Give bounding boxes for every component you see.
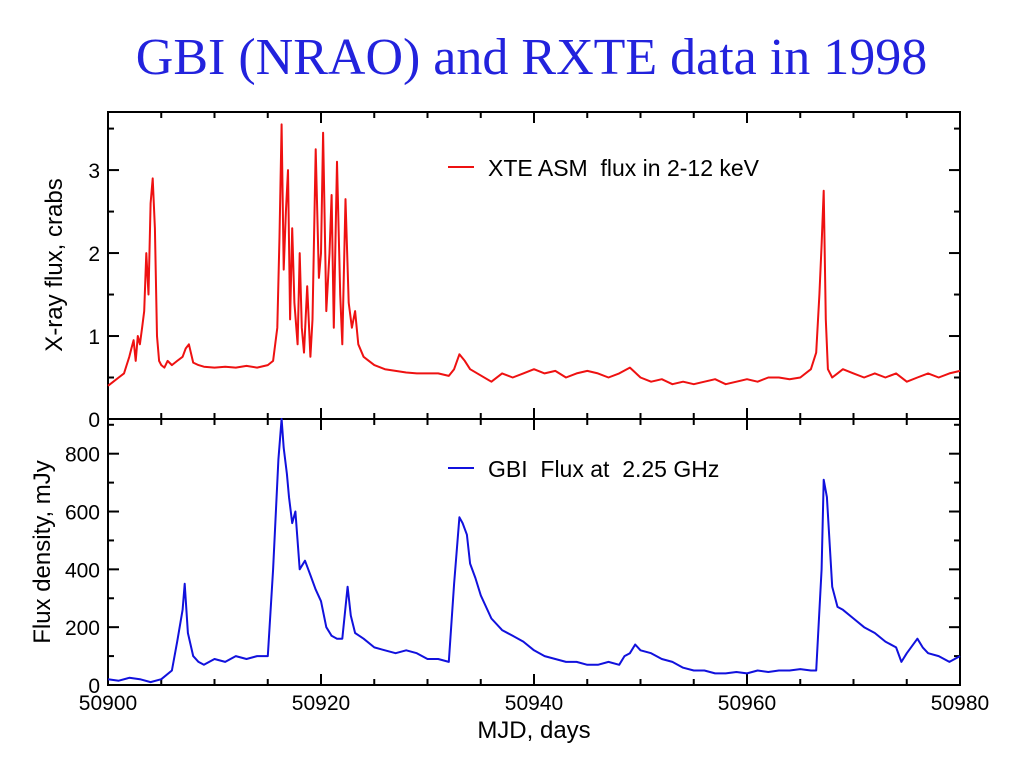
radio-y-tick-label: 0 xyxy=(88,675,100,698)
radio-y-axis-title: Flux density, mJy xyxy=(29,460,56,644)
radio-x-axis: 50900 50920 50940 50960 50980 xyxy=(79,419,989,715)
x-tick-label: 50940 xyxy=(505,692,563,715)
radio-y-tick-label: 800 xyxy=(65,444,100,467)
x-axis-title: MJD, days xyxy=(477,717,590,744)
xray-legend-label: XTE ASM flux in 2-12 keV xyxy=(488,155,760,181)
radio-legend: GBI Flux at 2.25 GHz xyxy=(448,456,719,482)
radio-y-tick-label: 200 xyxy=(65,617,100,640)
xray-legend: XTE ASM flux in 2-12 keV xyxy=(448,155,760,181)
x-tick-label: 50980 xyxy=(931,692,989,715)
xray-y-tick-label: 1 xyxy=(88,326,100,349)
xray-panel: 0 1 2 3 X-ray flux, crabs XTE ASM flux in 2… xyxy=(41,111,961,432)
xray-y-tick-label: 0 xyxy=(88,409,100,432)
radio-y-tick-label: 400 xyxy=(65,559,100,582)
xray-x-ticks xyxy=(107,112,961,419)
xray-y-tick-label: 2 xyxy=(88,243,100,266)
radio-y-axis: 0 200 400 600 800 xyxy=(65,423,960,698)
xray-series-line xyxy=(107,123,961,387)
radio-y-tick-label: 600 xyxy=(65,502,100,525)
xray-y-axis-title: X-ray flux, crabs xyxy=(41,178,68,351)
radio-plot-area xyxy=(107,418,961,684)
x-tick-label: 50900 xyxy=(79,692,137,715)
radio-legend-label: GBI Flux at 2.25 GHz xyxy=(488,456,719,482)
x-tick-label: 50920 xyxy=(292,692,350,715)
radio-series-line xyxy=(107,418,961,684)
page-title: GBI (NRAO) and RXTE data in 1998 xyxy=(135,29,928,86)
xray-plot-area xyxy=(107,123,961,387)
x-tick-label: 50960 xyxy=(718,692,776,715)
xray-y-tick-label: 3 xyxy=(88,160,100,183)
